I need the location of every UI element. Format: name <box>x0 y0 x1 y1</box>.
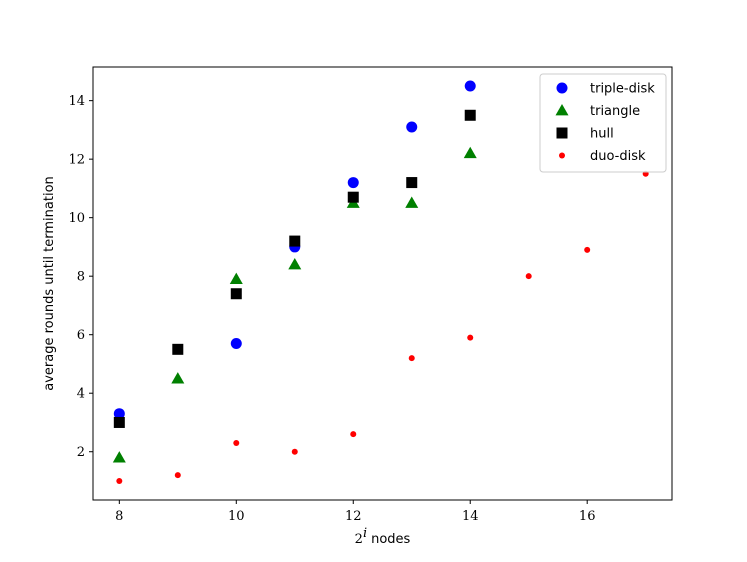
data-point-duo-disk <box>174 472 181 479</box>
plot-area-frame <box>92 66 673 501</box>
x-tick-label: 10 <box>228 509 245 524</box>
y-tick-label: 2 <box>77 445 85 460</box>
data-point-hull <box>113 416 125 428</box>
data-point-triangle <box>171 372 185 384</box>
data-point-hull <box>230 288 242 300</box>
x-tick-label: 14 <box>462 509 479 524</box>
data-point-duo-disk <box>350 431 357 438</box>
series-duo-disk <box>116 170 649 484</box>
x-tick-label: 8 <box>115 509 123 524</box>
legend-label-triangle: triangle <box>590 104 640 119</box>
x-axis-label-text: nodes <box>371 532 410 547</box>
legend-item-duo-disk: duo-disk <box>559 149 646 164</box>
data-point-duo-disk <box>408 355 415 362</box>
legend: triple-disk triangle hull duo-disk <box>539 73 667 173</box>
legend-marker-duo-disk <box>559 152 565 159</box>
data-point-hull <box>347 191 359 203</box>
data-point-hull <box>464 109 476 121</box>
data-point-duo-disk <box>584 246 591 253</box>
data-point-triple-disk <box>464 80 476 92</box>
data-point-hull <box>172 343 184 355</box>
x-axis-label-exponent: i <box>363 526 367 541</box>
y-tick-label: 8 <box>77 270 85 285</box>
data-point-triple-disk <box>406 121 418 133</box>
legend-label-hull: hull <box>590 127 614 142</box>
data-point-triangle <box>112 451 126 463</box>
legend-marker-hull <box>556 127 568 139</box>
data-point-duo-disk <box>291 448 298 455</box>
legend-marker-triangle <box>555 104 569 116</box>
x-axis-label: 2i nodes <box>355 526 411 547</box>
series-triple-disk <box>113 80 476 420</box>
x-axis-label-base: 2 <box>355 532 363 547</box>
axis-ticks: 8 10 12 14 16 2 4 6 8 10 12 14 <box>68 94 595 524</box>
data-point-triangle <box>229 272 243 284</box>
data-point-duo-disk <box>116 477 123 484</box>
data-point-hull <box>289 235 301 247</box>
data-point-duo-disk <box>467 334 474 341</box>
data-point-triangle <box>288 257 302 270</box>
x-tick-label: 16 <box>579 509 596 524</box>
data-point-duo-disk <box>525 273 532 280</box>
legend-marker-triple-disk <box>556 82 568 94</box>
y-tick-label: 6 <box>77 328 85 343</box>
legend-label-duo-disk: duo-disk <box>590 149 646 164</box>
y-tick-label: 14 <box>68 94 85 109</box>
plot-marks <box>112 80 649 484</box>
data-point-triple-disk <box>230 337 242 349</box>
y-tick-label: 4 <box>77 387 85 402</box>
data-point-triangle <box>463 146 477 159</box>
y-tick-label: 10 <box>68 211 85 226</box>
series-triangle <box>112 146 477 463</box>
legend-box <box>539 73 667 173</box>
y-axis-label: average rounds until termination <box>42 176 57 391</box>
legend-item-triangle: triangle <box>555 104 640 119</box>
legend-item-hull: hull <box>556 127 614 142</box>
legend-item-triple-disk: triple-disk <box>556 82 655 97</box>
data-point-triangle <box>405 196 419 208</box>
data-point-triple-disk <box>347 177 359 189</box>
data-point-duo-disk <box>233 439 240 446</box>
y-tick-label: 12 <box>68 153 85 168</box>
series-hull <box>113 109 476 428</box>
data-point-hull <box>406 177 418 189</box>
data-point-triple-disk <box>113 408 125 420</box>
x-tick-label: 12 <box>345 509 362 524</box>
legend-label-triple-disk: triple-disk <box>590 82 655 97</box>
